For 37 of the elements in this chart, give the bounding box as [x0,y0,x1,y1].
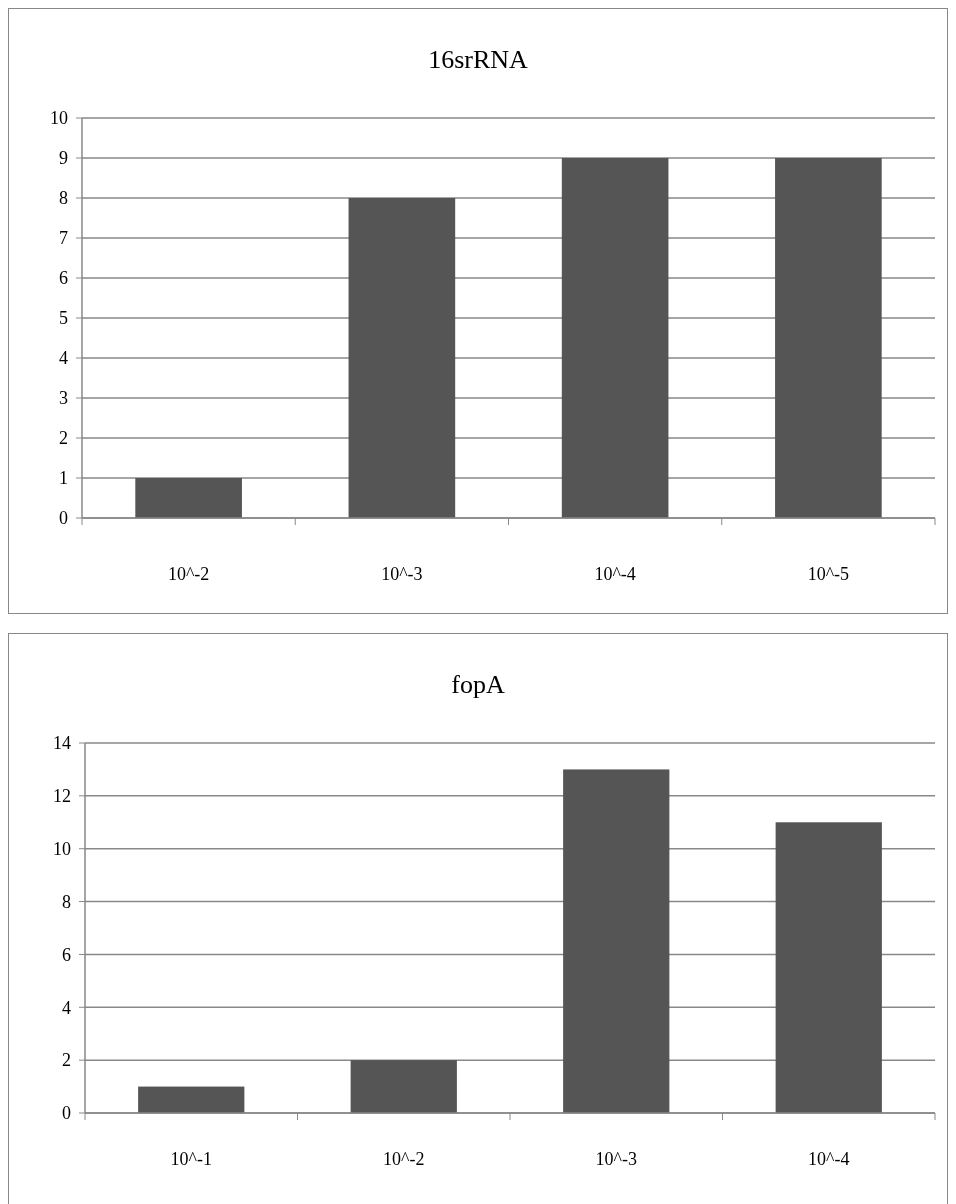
x-tick-label: 10^-2 [167,564,210,584]
y-tick-label: 2 [62,1050,71,1071]
bar [563,769,670,1113]
x-tick-label: 10^-3 [381,564,423,584]
y-tick-label: 8 [62,891,71,912]
bar [138,1086,245,1113]
chart-title: 16srRNA [428,45,529,74]
bar [350,1060,457,1113]
x-tick-label: 10^-5 [807,564,850,584]
y-tick-label: 7 [59,228,68,249]
y-tick-label: 4 [59,348,68,369]
bar [775,822,882,1113]
x-tick-label: 10^-1 [170,1149,212,1169]
y-tick-label: 8 [59,188,68,209]
y-tick-label: 0 [59,508,68,529]
y-tick-label: 12 [53,786,71,807]
bar [135,478,242,518]
y-tick-label: 6 [59,268,68,289]
y-tick-label: 5 [59,308,68,329]
x-tick-label: 10^-4 [594,564,636,584]
y-tick-label: 4 [62,997,71,1018]
x-tick-label: 10^-2 [383,1149,425,1169]
chart-title: fopA [451,670,505,699]
y-tick-label: 3 [59,388,68,409]
bar [561,158,669,518]
x-tick-label: 10^-4 [808,1149,850,1169]
y-tick-label: 10 [53,839,71,860]
bar [775,158,882,518]
y-tick-label: 10 [50,108,68,129]
y-tick-label: 1 [59,468,68,489]
x-tick-label: 10^-3 [595,1149,637,1169]
bar [348,198,456,518]
y-tick-label: 0 [62,1103,71,1124]
y-tick-label: 9 [59,148,68,169]
y-tick-label: 2 [59,428,68,449]
y-tick-label: 14 [53,733,71,754]
y-tick-label: 6 [62,944,71,965]
